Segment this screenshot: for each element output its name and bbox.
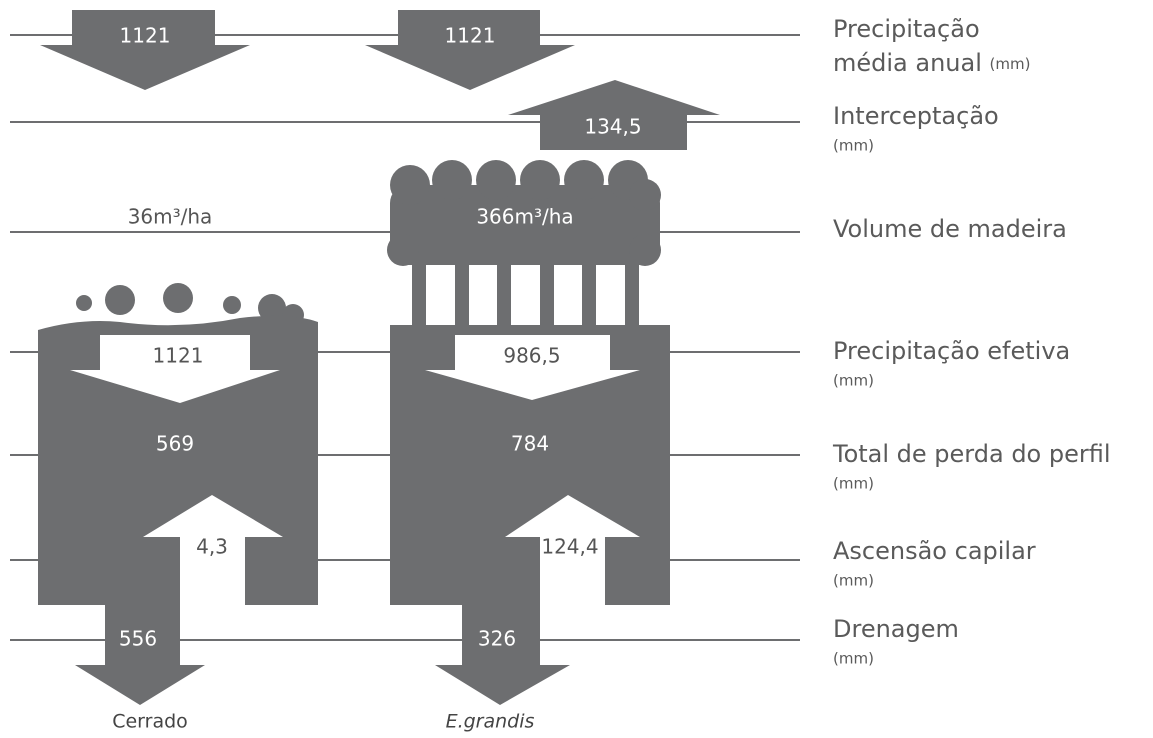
row-unit: (mm): [833, 572, 874, 590]
value: 569: [156, 432, 194, 456]
row-unit: (mm): [833, 372, 874, 390]
row-unit: (mm): [990, 55, 1031, 73]
row-label: média anual (mm): [833, 49, 1030, 77]
row-label: Drenagem: [833, 615, 959, 643]
value: 36m³/ha: [128, 205, 213, 229]
row-label: Volume de madeira: [833, 215, 1067, 243]
value: 986,5: [503, 344, 560, 368]
drainage-arrow: [75, 603, 205, 705]
drainage-arrow: [435, 603, 570, 705]
row-label: Precipitação: [833, 15, 980, 43]
row-label: Precipitação efetiva: [833, 337, 1070, 365]
diagram: 1121 1121 134,5 36m³/ha 366m³/ha 1121 98…: [0, 0, 1153, 738]
value: 1121: [445, 24, 496, 48]
value: 124,4: [541, 535, 598, 559]
value: 4,3: [196, 535, 228, 559]
row-label: Interceptação: [833, 102, 999, 130]
value: 366m³/ha: [476, 205, 573, 229]
row-label: Total de perda do perfil: [832, 440, 1111, 468]
canopy: [387, 160, 661, 327]
value: 1121: [153, 344, 204, 368]
value: 326: [478, 627, 516, 651]
value: 784: [511, 432, 549, 456]
column-label: Cerrado: [112, 711, 188, 733]
row-label-line: média anual: [833, 49, 982, 77]
row-unit: (mm): [833, 137, 874, 155]
value: 556: [119, 627, 157, 651]
precip-arrow: [365, 10, 575, 90]
row-unit: (mm): [833, 650, 874, 668]
value: 134,5: [584, 115, 641, 139]
row-unit: (mm): [833, 475, 874, 493]
precip-arrow: [40, 10, 250, 90]
row-label: Ascensão capilar: [833, 537, 1036, 565]
value: 1121: [120, 24, 171, 48]
column-label: E.grandis: [446, 711, 535, 733]
